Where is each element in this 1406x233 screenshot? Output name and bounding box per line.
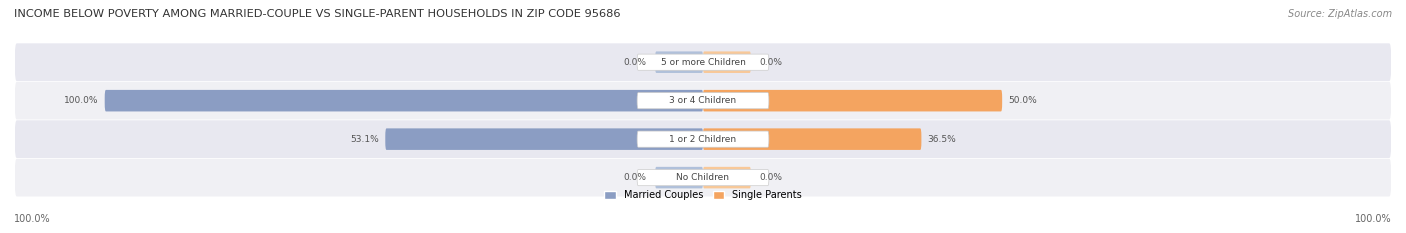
- Text: 0.0%: 0.0%: [759, 58, 783, 67]
- Text: 50.0%: 50.0%: [1008, 96, 1036, 105]
- Text: 1 or 2 Children: 1 or 2 Children: [669, 135, 737, 144]
- FancyBboxPatch shape: [104, 90, 703, 111]
- FancyBboxPatch shape: [703, 128, 921, 150]
- FancyBboxPatch shape: [385, 128, 703, 150]
- Text: 3 or 4 Children: 3 or 4 Children: [669, 96, 737, 105]
- Text: 100.0%: 100.0%: [1355, 214, 1392, 224]
- FancyBboxPatch shape: [15, 120, 1391, 158]
- Text: 100.0%: 100.0%: [14, 214, 51, 224]
- FancyBboxPatch shape: [703, 167, 751, 188]
- Text: No Children: No Children: [676, 173, 730, 182]
- Text: 0.0%: 0.0%: [623, 173, 647, 182]
- FancyBboxPatch shape: [15, 43, 1391, 81]
- FancyBboxPatch shape: [637, 170, 769, 186]
- FancyBboxPatch shape: [637, 54, 769, 70]
- Text: 100.0%: 100.0%: [65, 96, 98, 105]
- FancyBboxPatch shape: [15, 82, 1391, 120]
- Legend: Married Couples, Single Parents: Married Couples, Single Parents: [600, 187, 806, 204]
- Text: Source: ZipAtlas.com: Source: ZipAtlas.com: [1288, 9, 1392, 19]
- Text: 0.0%: 0.0%: [759, 173, 783, 182]
- Text: 36.5%: 36.5%: [928, 135, 956, 144]
- Text: 0.0%: 0.0%: [623, 58, 647, 67]
- FancyBboxPatch shape: [15, 159, 1391, 196]
- Text: 53.1%: 53.1%: [350, 135, 380, 144]
- Text: 5 or more Children: 5 or more Children: [661, 58, 745, 67]
- FancyBboxPatch shape: [637, 131, 769, 147]
- FancyBboxPatch shape: [655, 167, 703, 188]
- FancyBboxPatch shape: [637, 93, 769, 109]
- FancyBboxPatch shape: [703, 51, 751, 73]
- FancyBboxPatch shape: [655, 51, 703, 73]
- FancyBboxPatch shape: [703, 90, 1002, 111]
- Text: INCOME BELOW POVERTY AMONG MARRIED-COUPLE VS SINGLE-PARENT HOUSEHOLDS IN ZIP COD: INCOME BELOW POVERTY AMONG MARRIED-COUPL…: [14, 9, 620, 19]
